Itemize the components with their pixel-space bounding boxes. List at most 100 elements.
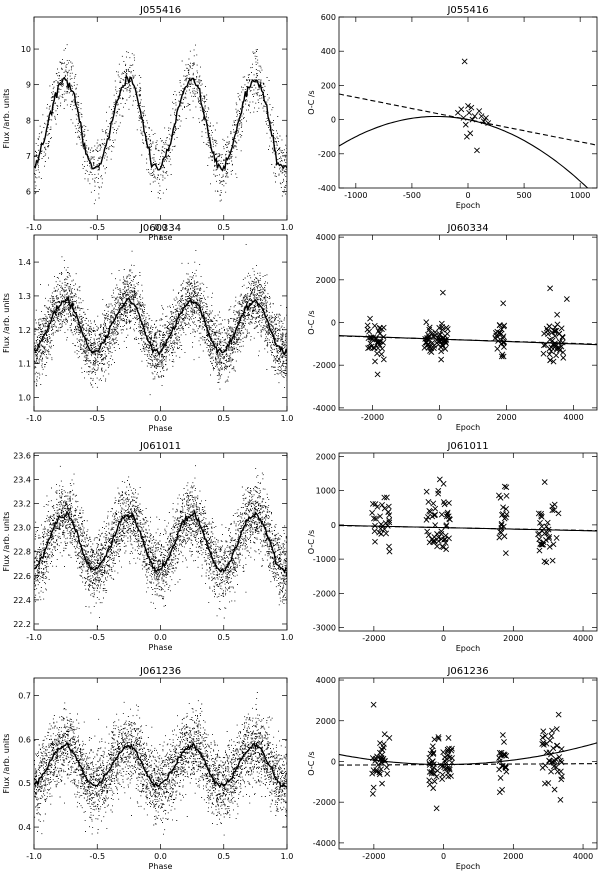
timing-point (367, 340, 374, 347)
timing-point (499, 512, 505, 518)
timing-point (502, 514, 509, 521)
timing-point (433, 773, 440, 780)
timing-point (483, 114, 489, 121)
x-tick-label: -0.5 (89, 223, 105, 232)
timing-point (551, 507, 558, 514)
fit-line-solid (339, 524, 597, 532)
x-tick-label: -2000 (362, 634, 385, 643)
timing-point (535, 531, 541, 538)
timing-point (374, 503, 381, 510)
mean-curve (34, 509, 287, 574)
timing-point (443, 340, 449, 347)
timing-point (559, 339, 566, 346)
timing-point (554, 768, 561, 775)
timing-point (438, 531, 445, 537)
x-tick-label: 0.5 (217, 223, 230, 232)
panel-4: -1.0 -0.5 0.0 0.5 1.0 22.2 22.4 22.6 22.8 23.0 23.… (2, 441, 293, 652)
timing-point (498, 749, 505, 756)
timing-point (540, 728, 547, 735)
timing-point (467, 130, 474, 137)
timing-point (496, 766, 503, 773)
x-tick-label: 0 (441, 634, 446, 643)
timing-point (539, 741, 546, 747)
timing-point (370, 784, 377, 791)
timing-point (500, 335, 506, 342)
timing-point (431, 778, 438, 785)
timing-point (374, 371, 381, 378)
timing-point (378, 746, 385, 753)
timing-point (438, 511, 445, 518)
timing-point (546, 543, 553, 550)
timing-point (371, 515, 377, 522)
timing-point (423, 516, 430, 523)
timing-point (543, 523, 550, 530)
y-tick-label: -1000 (313, 555, 336, 564)
timing-point (503, 505, 509, 512)
timing-point (444, 747, 451, 753)
timing-point (536, 536, 543, 543)
timing-point (503, 492, 510, 499)
timing-point (497, 774, 504, 781)
timing-point (553, 535, 560, 541)
timing-point (547, 357, 554, 364)
timing-point (375, 761, 382, 768)
x-tick-label: 0.5 (217, 852, 230, 861)
timing-point (438, 356, 445, 363)
timing-point (549, 727, 556, 734)
timing-point (540, 350, 547, 357)
timing-point (437, 331, 444, 338)
timing-point (441, 754, 448, 761)
y-tick-label: 22.4 (13, 596, 31, 605)
timing-point (431, 770, 438, 777)
x-tick-label: 0 (441, 852, 446, 861)
timing-point (440, 342, 446, 349)
x-tick-label: 0.0 (154, 852, 167, 861)
timing-point (369, 770, 376, 777)
x-tick-label: 0.5 (217, 633, 230, 642)
timing-point (442, 760, 449, 767)
y-tick-label: 0 (331, 319, 336, 328)
plot-area (34, 244, 287, 396)
timing-point (549, 503, 556, 510)
timing-point (547, 285, 554, 292)
timing-point (376, 771, 383, 778)
timing-point (536, 547, 543, 554)
timing-point (557, 796, 564, 803)
timing-point (369, 500, 376, 507)
fit-line-solid (339, 115, 589, 188)
timing-point (430, 500, 437, 507)
timing-point (423, 319, 430, 326)
timing-point (423, 488, 430, 495)
axes-frame (33, 677, 288, 850)
y-tick-label: 7 (26, 152, 31, 161)
timing-point (439, 326, 446, 333)
timing-point (541, 342, 547, 349)
timing-point (379, 780, 385, 787)
timing-point (497, 528, 504, 535)
timing-point (544, 519, 551, 526)
timing-point (385, 503, 392, 510)
data-points (34, 44, 287, 205)
x-tick-label: 0 (437, 413, 442, 422)
timing-point (383, 530, 390, 537)
timing-point (550, 745, 557, 752)
x-axis-label: Phase (149, 862, 173, 871)
timing-point (374, 350, 380, 357)
y-axis-label: Flux /arb. units (2, 293, 11, 353)
x-tick-label: 0.0 (154, 223, 167, 232)
y-tick-label: 200 (321, 81, 336, 90)
timing-point (460, 114, 467, 121)
timing-point (553, 346, 560, 353)
timing-point (367, 315, 373, 322)
timing-point (550, 358, 557, 365)
panel-6: -1.0 -0.5 0.0 0.5 1.0 0.4 0.5 0.6 0.7 J061236 Phas… (2, 666, 293, 871)
timing-point (550, 541, 557, 548)
timing-point (386, 735, 393, 741)
fit-line-solid (339, 335, 597, 346)
timing-point (372, 358, 378, 365)
y-tick-label: 600 (321, 13, 336, 22)
timing-point (438, 348, 445, 355)
timing-point (538, 523, 545, 530)
timing-point (461, 58, 468, 65)
